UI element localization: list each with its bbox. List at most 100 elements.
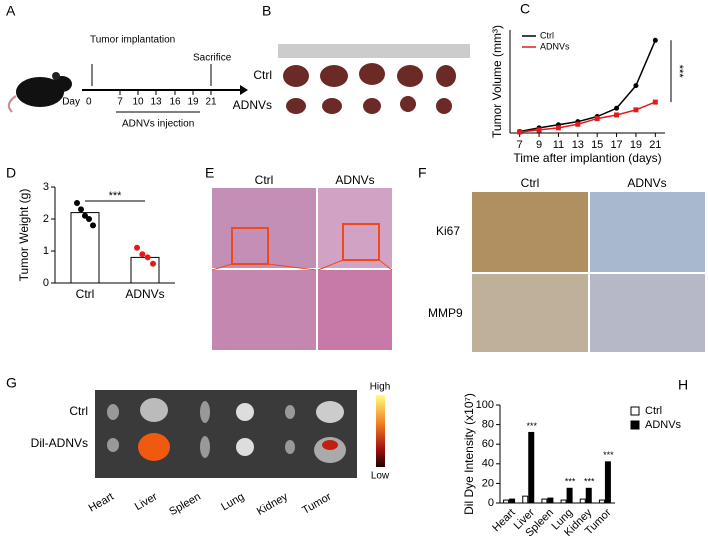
x-tick-label: 17 [610, 139, 622, 151]
y-tick-label: 80 [482, 419, 494, 431]
bar [560, 499, 567, 504]
column-label: ADNVs [627, 176, 666, 190]
bar [604, 461, 611, 504]
y-tick-label: 40 [482, 458, 494, 470]
legend-swatch [630, 420, 640, 430]
annotation: *** [565, 477, 576, 487]
row-label: Ctrl [69, 404, 88, 418]
marker [652, 99, 658, 105]
y-tick-label: 0 [43, 277, 49, 289]
y-tick-label: 20 [482, 477, 494, 489]
y-axis-label: Tumor Weight (g) [17, 189, 31, 282]
day-label: 13 [150, 97, 162, 108]
annotation: *** [109, 190, 123, 202]
day-label: 16 [169, 97, 181, 108]
row-label: Ctrl [253, 68, 272, 82]
x-tick-label: 9 [536, 139, 542, 151]
data-point [86, 216, 92, 222]
legend-label: ADNVs [540, 41, 570, 51]
marker [652, 37, 658, 43]
organ-label: Heart [87, 491, 116, 515]
column-label: ADNVs [335, 173, 374, 187]
panel-label: B [262, 3, 271, 19]
panel-label: H [678, 377, 688, 393]
series-line [519, 40, 657, 133]
panel-label: D [6, 165, 16, 181]
organ-label: Liver [133, 491, 160, 513]
bar [598, 499, 605, 504]
y-axis-label: Dil Dye Intensity (x10⁷) [462, 393, 476, 515]
organ-label: Tumor [300, 491, 333, 517]
x-tick-label: 19 [630, 139, 642, 151]
scale-label: High [370, 382, 391, 393]
ruler [278, 44, 470, 58]
x-tick-label: ADNVs [125, 287, 164, 301]
marker [633, 107, 639, 113]
bar [522, 495, 529, 504]
organ-label: Kidney [255, 490, 291, 517]
x-tick-label: 13 [572, 139, 584, 151]
imaging-panel [95, 390, 357, 478]
x-tick-label: Ctrl [76, 287, 95, 301]
organs [107, 398, 346, 463]
arrowhead [240, 85, 248, 95]
row-label: ADNVs [233, 98, 272, 112]
y-tick-label: 60 [482, 438, 494, 450]
bar [541, 498, 548, 504]
bar [585, 487, 592, 504]
marker [633, 83, 639, 89]
day-label: 19 [187, 97, 199, 108]
y-tick-label: 1 [43, 245, 49, 257]
row-label: MMP9 [428, 306, 463, 320]
legend-label: ADNVs [645, 419, 682, 431]
day-label: 10 [132, 97, 144, 108]
column-label: Ctrl [521, 176, 540, 190]
legend-label: Ctrl [645, 405, 662, 417]
legend-swatch [630, 406, 640, 416]
scale-label: Low [371, 471, 390, 482]
y-tick-label: 3 [43, 181, 49, 193]
data-point [82, 212, 88, 219]
row-label: Dil-ADNVs [31, 436, 88, 450]
y-axis-label: Tumor Volume (mm³) [490, 25, 504, 138]
day-label: 21 [205, 97, 217, 108]
x-tick-label: 15 [591, 139, 603, 151]
label: ADNVs injection [122, 119, 194, 130]
colorbar [376, 395, 385, 467]
panel-label: E [205, 165, 214, 181]
organ-label: Lung [219, 491, 246, 514]
panel-label: F [418, 165, 427, 181]
label: Day [62, 97, 80, 108]
x-axis-label: Time after implantion (days) [513, 151, 661, 165]
bar [130, 256, 160, 284]
annotation: *** [603, 450, 614, 460]
y-tick-label: 100 [476, 399, 494, 411]
x-tick-label: 11 [553, 139, 564, 151]
data-point [90, 222, 96, 229]
bar [566, 487, 573, 504]
column-label: Ctrl [255, 173, 274, 187]
y-tick-label: 2 [43, 213, 49, 225]
organ-label: Spleen [167, 491, 203, 519]
series-line [519, 101, 656, 133]
row-label: Ki67 [436, 224, 460, 238]
marker [517, 129, 523, 135]
tumor-photos [283, 63, 456, 114]
label: Tumor implantation [90, 35, 175, 46]
histology [211, 188, 393, 350]
marker [614, 112, 620, 118]
mouse [7, 72, 72, 113]
x-tick-label: 7 [517, 139, 523, 151]
marker [555, 125, 561, 131]
label: Sacrifice [193, 53, 232, 64]
data-point [139, 251, 146, 258]
data-point [144, 254, 151, 261]
marker [575, 121, 581, 127]
bar [509, 498, 516, 504]
ihc [472, 192, 705, 352]
day-label: 7 [117, 97, 123, 108]
bar [503, 499, 510, 504]
bar [579, 498, 586, 504]
y-tick-label: 0 [488, 497, 494, 509]
